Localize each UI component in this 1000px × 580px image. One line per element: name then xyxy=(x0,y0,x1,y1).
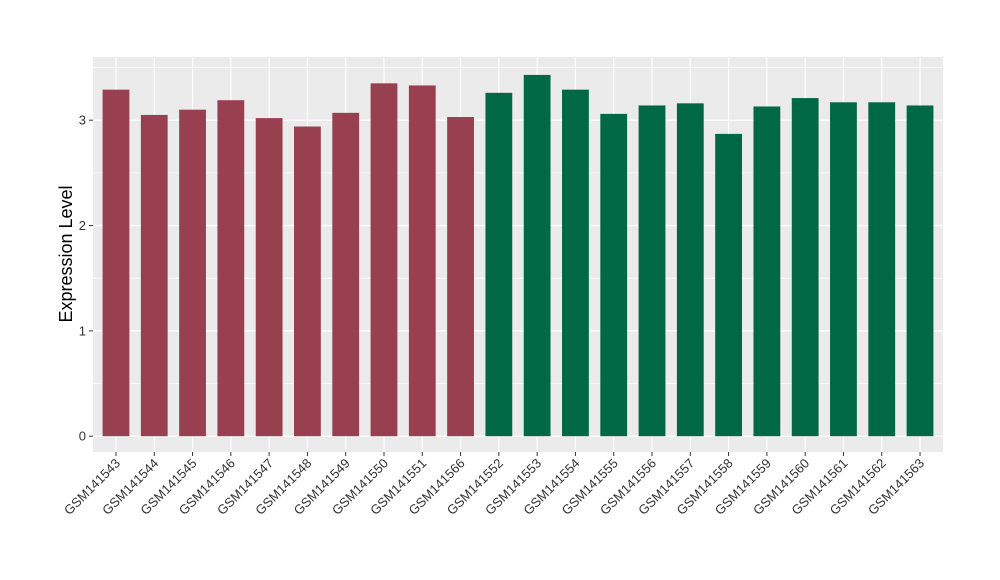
bar-GSM141549 xyxy=(332,112,360,437)
bar-GSM141550 xyxy=(370,83,398,437)
x-axis: GSM141543GSM141544GSM141545GSM141546GSM1… xyxy=(61,452,927,518)
bar-GSM141544 xyxy=(140,114,168,437)
bars xyxy=(102,74,934,437)
bar-GSM141545 xyxy=(179,109,206,437)
bar-GSM141558 xyxy=(715,133,742,437)
bar-GSM141552 xyxy=(485,92,513,437)
y-tick-label: 3 xyxy=(79,113,86,128)
y-axis: 0 1 2 3 xyxy=(79,113,93,444)
bar-GSM141547 xyxy=(255,118,283,437)
bar-GSM141553 xyxy=(523,74,551,437)
y-tick-label: 2 xyxy=(79,218,86,233)
bar-GSM141563 xyxy=(906,105,934,437)
bar-GSM141561 xyxy=(830,102,857,437)
bar-GSM141556 xyxy=(638,105,666,437)
bar-GSM141559 xyxy=(753,106,781,437)
y-tick-label: 1 xyxy=(79,323,86,338)
bar-GSM141546 xyxy=(217,100,245,437)
bar-GSM141548 xyxy=(294,126,321,437)
bar-GSM141562 xyxy=(868,102,896,437)
bar-GSM141566 xyxy=(447,117,474,437)
y-tick-label: 0 xyxy=(79,429,86,444)
bar-GSM141551 xyxy=(408,85,436,437)
bar-GSM141554 xyxy=(562,89,589,437)
bar-GSM141543 xyxy=(102,89,130,437)
bar-GSM141557 xyxy=(676,103,704,437)
bar-GSM141555 xyxy=(600,113,628,437)
bar-GSM141560 xyxy=(791,98,819,437)
y-axis-title: Expression Level xyxy=(56,185,76,322)
